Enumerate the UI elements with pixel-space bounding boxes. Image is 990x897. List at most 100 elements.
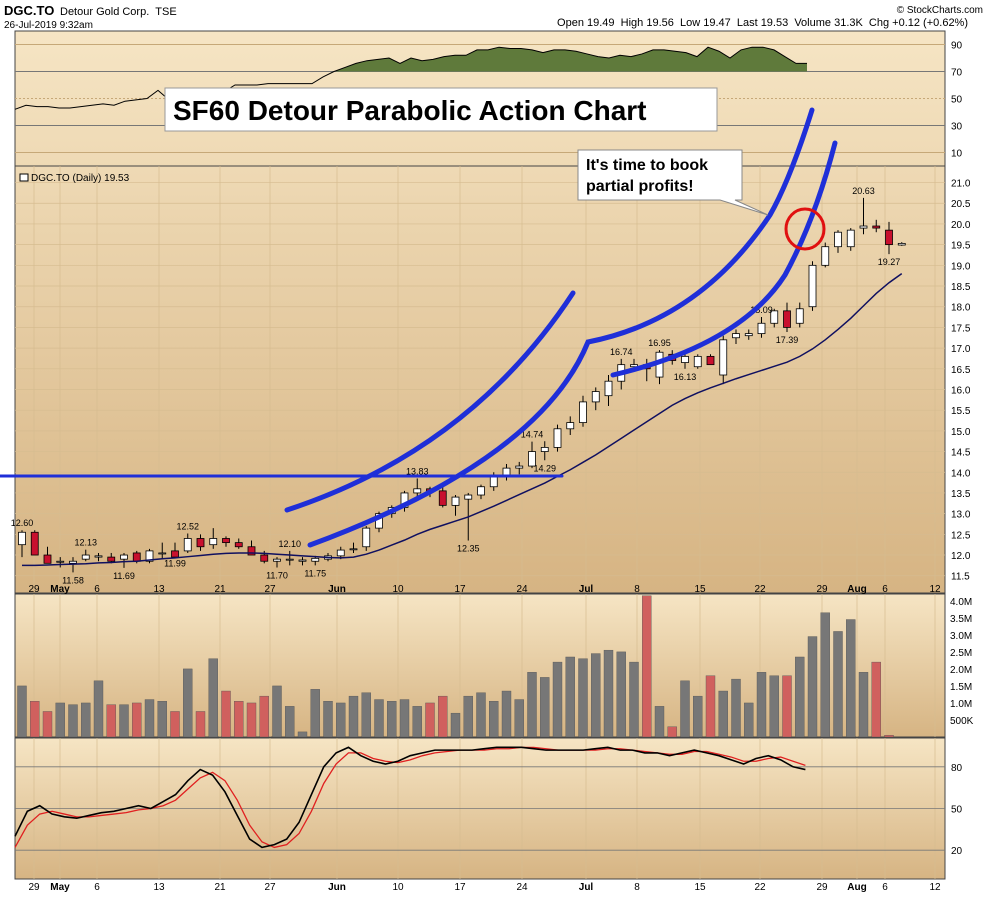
volume-bar [654, 706, 665, 738]
candle-body [770, 310, 779, 324]
volume-bar [272, 685, 282, 738]
volume-bar [616, 651, 626, 738]
candle-body [349, 548, 358, 551]
candle-body [132, 552, 141, 562]
x-tick-label: Jun [328, 584, 346, 595]
candle-body [158, 552, 167, 555]
volume-bar [221, 690, 231, 738]
rsi-tick-label: 70 [951, 68, 963, 79]
volume-tick-label: 4.0M [950, 597, 972, 608]
candle-body [706, 355, 715, 366]
volume-bar [336, 702, 346, 738]
x-tick-label-bottom: Aug [847, 882, 866, 893]
volume-bar [438, 695, 448, 738]
price-data-label: 13.83 [406, 466, 429, 476]
volume-bars [17, 595, 894, 738]
volume-bar [144, 699, 155, 738]
x-tick-label-bottom: 8 [634, 882, 640, 893]
x-tick-label-bottom: 29 [28, 882, 40, 893]
title-box [164, 87, 718, 132]
volume-bar [425, 702, 435, 738]
volume-bar [540, 677, 550, 738]
volume-bar [718, 690, 728, 738]
x-tick-label: 6 [94, 584, 100, 595]
candle-body [528, 451, 536, 467]
x-tick-label-bottom: 6 [94, 882, 100, 893]
x-tick-label: 27 [264, 584, 276, 595]
price-candles: 12.60 11.58 12.13 11.69 11.99 12.52 11.70 12.10… [11, 186, 906, 585]
rsi-tick-label: 50 [951, 95, 963, 106]
volume-bar [642, 595, 652, 738]
candle-body [795, 308, 804, 324]
price-tick-label: 15.5 [951, 406, 971, 417]
price-tick-label: 19.5 [951, 241, 971, 252]
price-data-label: 11.75 [304, 568, 326, 578]
price-data-label: 16.95 [648, 338, 671, 348]
x-tick-label-bottom: 29 [816, 882, 828, 893]
volume-bar [348, 695, 359, 738]
x-tick-label-bottom: Jul [579, 882, 594, 893]
candle-body [630, 364, 638, 368]
price-data-label: 19.27 [878, 257, 901, 267]
candle-body [744, 333, 753, 337]
rsi-tick-label: 90 [951, 41, 963, 52]
x-tick-label-bottom: 22 [754, 882, 766, 893]
candle-body [464, 494, 473, 500]
stochastic-tick-label: 20 [951, 846, 963, 857]
candle-body [757, 322, 766, 335]
price-data-label: 14.74 [521, 430, 544, 440]
candle-body [56, 560, 65, 563]
candle-body [413, 488, 422, 494]
candle-body [897, 242, 906, 246]
volume-bar [42, 711, 53, 738]
price-data-label: 11.99 [164, 558, 186, 568]
price-data-label: 12.60 [11, 518, 34, 528]
rsi-tick-label: 10 [951, 149, 963, 160]
upper-parabola [284, 290, 576, 513]
volume-bar [157, 701, 167, 738]
x-tick-label: 8 [634, 584, 640, 595]
candle-body [171, 550, 179, 558]
volume-bar [132, 702, 142, 738]
chart-title: SF60 Detour Parabolic Action Chart [173, 95, 647, 126]
candle-body [222, 538, 230, 544]
price-tick-label: 16.5 [951, 365, 971, 376]
x-tick-label: 22 [754, 584, 766, 595]
x-tick-label-bottom: May [50, 882, 70, 893]
x-tick-label: 13 [153, 584, 165, 595]
candle-body [81, 554, 90, 560]
price-tick-label: 14.0 [951, 468, 971, 479]
stochastic-tick-label: 50 [951, 805, 963, 816]
x-tick-label-bottom: 17 [454, 882, 466, 893]
candle-body [566, 422, 575, 430]
x-tick-label-bottom: 21 [214, 882, 226, 893]
x-tick-label: 10 [392, 584, 404, 595]
candle-body [247, 546, 256, 556]
candle-body [719, 339, 728, 376]
price-tick-label: 15.0 [951, 427, 971, 438]
volume-bar [858, 672, 869, 738]
volume-bar [323, 701, 333, 738]
volume-bar [514, 699, 524, 738]
candle-body [311, 557, 320, 562]
price-tick-label: 17.5 [951, 323, 971, 334]
x-tick-label-bottom: Jun [328, 882, 346, 893]
candle-body [872, 225, 881, 229]
candle-body [515, 465, 524, 469]
volume-bar [795, 656, 805, 738]
volume-bar [195, 711, 206, 738]
price-data-label: 12.35 [457, 544, 480, 554]
rsi-tick-label: 30 [951, 122, 963, 133]
quote-label: Open 19.49 High 19.56 Low 19.47 Last 19.… [557, 17, 968, 29]
volume-bar [744, 702, 754, 738]
volume-tick-label: 500K [950, 716, 974, 727]
rsi-overbought-fill [15, 47, 807, 72]
price-tick-label: 12.5 [951, 530, 971, 541]
price-tick-label: 20.0 [951, 220, 971, 231]
candle-body [834, 231, 842, 248]
x-tick-label: 21 [214, 584, 226, 595]
candle-body [120, 554, 128, 560]
volume-bar [565, 656, 575, 738]
x-tick-label: 24 [516, 584, 528, 595]
volume-bar [17, 685, 27, 738]
